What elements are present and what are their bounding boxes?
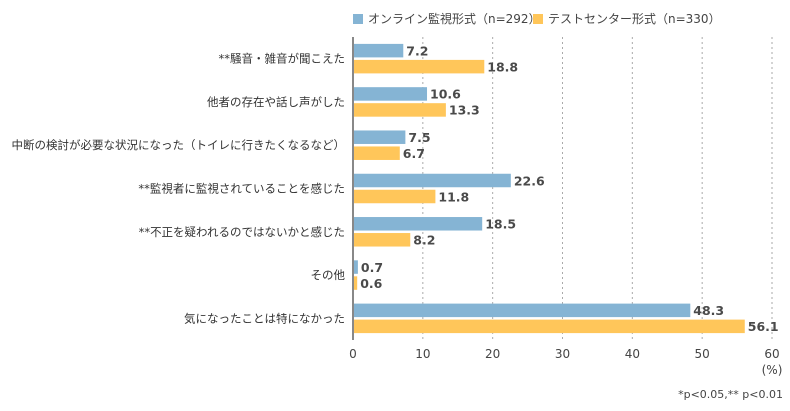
legend: オンライン監視形式（n=292） テストセンター形式（n=330）	[353, 11, 721, 26]
bar-s1-c4	[354, 233, 411, 247]
bar-s1-c1	[354, 103, 446, 117]
data-label-s1-c4: 8.2	[413, 233, 435, 248]
category-label-0: **騒音・雑音が聞こえた	[219, 52, 346, 66]
legend-label-0: オンライン監視形式（n=292）	[368, 11, 541, 26]
data-label-s0-c1: 10.6	[430, 87, 461, 102]
bar-s1-c3	[354, 189, 436, 204]
bar-s0-c2	[354, 130, 406, 144]
data-label-s0-c5: 0.7	[361, 260, 383, 275]
bar-s1-c5	[354, 276, 358, 290]
significance-footnote: *p<0.05,** p<0.01	[678, 388, 783, 401]
data-label-s1-c2: 6.7	[403, 146, 425, 161]
data-label-s0-c6: 48.3	[693, 303, 724, 318]
bar-s1-c0	[354, 59, 485, 74]
category-label-4: **不正を疑われるのではないかと感じた	[139, 225, 345, 239]
x-tick-20: 20	[485, 347, 500, 361]
category-label-2: 中断の検討が必要な状況になった（トイレに行きたくなるなど）	[12, 138, 346, 152]
x-axis-label: (%)	[762, 363, 783, 377]
data-label-s1-c6: 56.1	[748, 319, 779, 334]
category-label-6: 気になったことは特になかった	[184, 311, 345, 325]
bar-s0-c6	[354, 303, 691, 318]
data-label-s0-c0: 7.2	[406, 43, 428, 58]
bar-s0-c3	[354, 173, 511, 188]
bar-s1-c2	[354, 146, 400, 160]
x-tick-60: 60	[764, 347, 779, 361]
bar-s0-c5	[354, 260, 358, 274]
x-tick-50: 50	[695, 347, 710, 361]
data-label-s1-c5: 0.6	[360, 276, 382, 291]
x-tick-30: 30	[555, 347, 570, 361]
bar-s0-c0	[354, 43, 404, 58]
category-label-5: その他	[311, 268, 346, 282]
legend-swatch-1	[533, 14, 543, 24]
data-label-s1-c0: 18.8	[487, 59, 518, 74]
legend-swatch-0	[353, 14, 363, 24]
x-tick-10: 10	[415, 347, 430, 361]
x-tick-labels: 0 10 20 30 40 50 60	[349, 347, 779, 361]
data-label-s0-c2: 7.5	[408, 130, 430, 145]
x-tick-0: 0	[349, 347, 357, 361]
data-label-s1-c3: 11.8	[438, 189, 469, 204]
data-label-s0-c4: 18.5	[485, 217, 516, 232]
bar-s1-c6	[354, 319, 745, 334]
x-tick-40: 40	[625, 347, 640, 361]
legend-label-1: テストセンター形式（n=330）	[548, 12, 721, 26]
category-label-3: **監視者に監視されていることを感じた	[138, 182, 345, 196]
bar-s0-c4	[354, 217, 483, 231]
category-labels: **騒音・雑音が聞こえた他者の存在や話し声がした中断の検討が必要な状況になった（…	[12, 52, 346, 326]
data-label-s0-c3: 22.6	[514, 173, 545, 188]
bar-s0-c1	[354, 87, 428, 101]
data-label-s1-c1: 13.3	[449, 103, 480, 118]
category-label-1: 他者の存在や話し声がした	[207, 95, 345, 109]
gridlines	[352, 37, 773, 340]
bars: 7.2 18.8 10.613.3 7.56.7 22.6 11.8 18.5 8.2 0.70…	[354, 43, 779, 334]
